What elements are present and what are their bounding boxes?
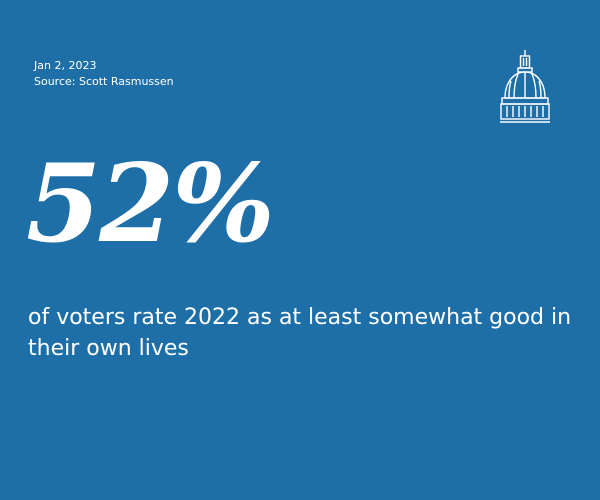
capitol-dome-icon xyxy=(500,48,550,124)
headline-percentage: 52% xyxy=(26,141,275,267)
publish-date: Jan 2, 2023 xyxy=(34,59,97,72)
meta-info: Jan 2, 2023 Source: Scott Rasmussen xyxy=(34,58,174,90)
source-credit: Source: Scott Rasmussen xyxy=(34,75,174,88)
headline-caption: of voters rate 2022 as at least somewhat… xyxy=(28,305,572,361)
